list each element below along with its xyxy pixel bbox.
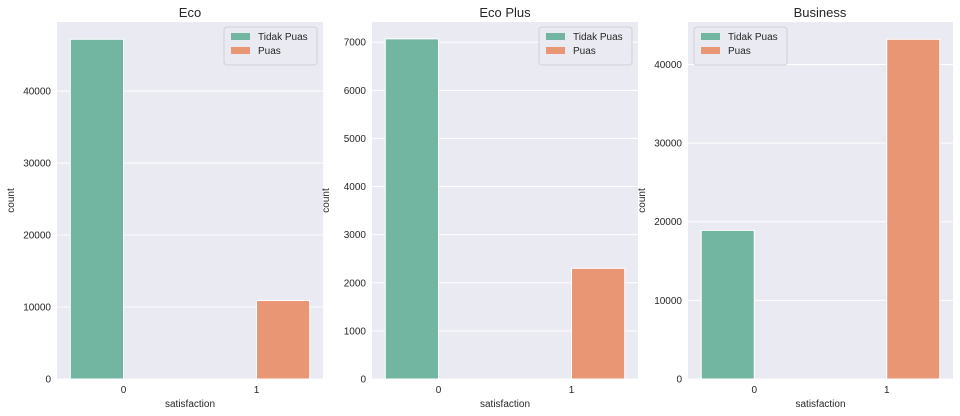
- chart-3-ytick-label: 10000: [654, 296, 682, 307]
- chart-1-ytick-label: 10000: [23, 303, 51, 314]
- chart-2-ytick-label: 5000: [344, 134, 367, 145]
- chart-2-legend-swatch: [546, 33, 565, 40]
- chart-2-xtick-label: 0: [436, 385, 442, 396]
- chart-2-ytick-label: 6000: [344, 86, 367, 97]
- chart-1-bar-tidak-puas-0: [69, 38, 125, 380]
- chart-3-x-axis-label: satisfaction: [795, 399, 845, 410]
- chart-3-legend-swatch: [701, 47, 720, 54]
- chart-3-xtick-label: 1: [884, 385, 890, 396]
- chart-2-title: Eco Plus: [479, 5, 531, 20]
- chart-1-bar-puas-1: [256, 300, 311, 380]
- chart-2-legend-swatch: [546, 47, 565, 54]
- chart-2-bar-tidak-puas-0: [384, 38, 439, 380]
- chart-2-y-axis-label: count: [321, 188, 332, 213]
- chart-3-ytick-label: 40000: [654, 60, 682, 71]
- chart-3-ytick-label: 30000: [654, 139, 682, 150]
- chart-2-ytick-label: 7000: [344, 38, 367, 49]
- chart-3-ytick-label: 0: [676, 375, 682, 386]
- chart-1-title: Eco: [179, 5, 201, 20]
- chart-1-ytick-label: 20000: [23, 231, 51, 242]
- chart-3-legend-label: Puas: [728, 46, 751, 57]
- chart-1-legend-label: Puas: [258, 46, 281, 57]
- chart-1-y-axis-label: count: [6, 188, 17, 213]
- chart-2-legend-label: Puas: [573, 46, 596, 57]
- chart-1-ytick-label: 30000: [23, 159, 51, 170]
- chart-3-legend-swatch: [701, 33, 720, 40]
- chart-1-legend-swatch: [231, 47, 250, 54]
- chart-1-x-axis-label: satisfaction: [165, 399, 215, 410]
- chart-1-legend-swatch: [231, 33, 250, 40]
- chart-1-xtick-label: 1: [254, 385, 260, 396]
- chart-1-xtick-label: 0: [121, 385, 127, 396]
- chart-3-xtick-label: 0: [751, 385, 757, 396]
- chart-3-ytick-label: 20000: [654, 217, 682, 228]
- chart-2-ytick-label: 2000: [344, 278, 367, 289]
- chart-2-ytick-label: 4000: [344, 182, 367, 193]
- chart-2-legend-label: Tidak Puas: [573, 32, 623, 43]
- chart-3-y-axis-label: count: [637, 188, 648, 213]
- chart-2-ytick-label: 0: [360, 375, 366, 386]
- chart-2-xtick-label: 1: [569, 385, 575, 396]
- chart-3-legend-label: Tidak Puas: [728, 32, 778, 43]
- chart-3-title: Business: [794, 5, 847, 20]
- chart-2-bar-puas-1: [571, 267, 626, 380]
- chart-2-ytick-label: 1000: [344, 326, 367, 337]
- chart-1-legend-label: Tidak Puas: [258, 32, 308, 43]
- chart-3-bar-tidak-puas-0: [700, 229, 755, 380]
- chart-2-x-axis-label: satisfaction: [480, 399, 530, 410]
- chart-2-ytick-label: 3000: [344, 230, 367, 241]
- chart-1-ytick-label: 40000: [23, 87, 51, 98]
- chart-1-ytick-label: 0: [45, 375, 51, 386]
- chart-3-bar-puas-1: [886, 38, 941, 380]
